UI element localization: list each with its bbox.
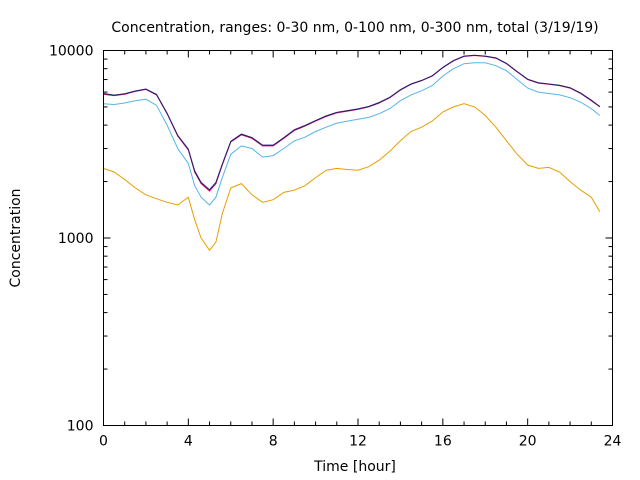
tick-layer: 0 4 8 12 16 20 24 100 1000 10000 xyxy=(49,44,622,450)
series-line-0-100-nm xyxy=(103,62,601,206)
series-line-0-300-nm xyxy=(103,54,601,192)
series-layer xyxy=(103,54,601,252)
x-tick-label: 4 xyxy=(184,434,193,450)
x-tick-label: 0 xyxy=(99,434,108,450)
plot-frame xyxy=(103,50,613,426)
x-tick-label: 8 xyxy=(269,434,278,450)
y-tick-label: 1000 xyxy=(58,231,94,247)
y-axis-label: Concentration xyxy=(8,188,24,287)
y-tick-label: 10000 xyxy=(49,44,94,60)
x-axis-label: Time [hour] xyxy=(313,459,396,475)
x-tick-label: 20 xyxy=(519,434,537,450)
x-tick-label: 16 xyxy=(434,434,452,450)
x-tick-label: 12 xyxy=(349,434,367,450)
x-tick-label: 24 xyxy=(604,434,622,450)
y-tick-label: 100 xyxy=(67,419,94,435)
series-line-total xyxy=(103,54,601,191)
chart-title: Concentration, ranges: 0-30 nm, 0-100 nm… xyxy=(111,20,598,36)
series-line-0-30-nm xyxy=(103,103,601,252)
